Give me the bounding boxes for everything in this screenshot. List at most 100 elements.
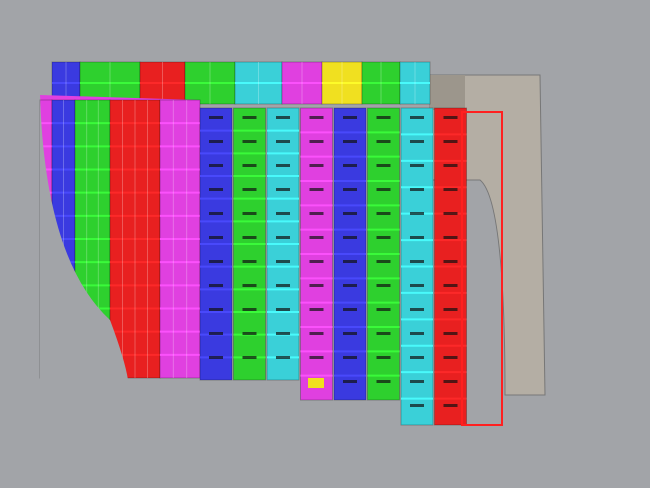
panel-label-mark bbox=[309, 212, 324, 215]
panel-label-mark bbox=[443, 140, 458, 143]
panel-label-mark bbox=[343, 380, 357, 383]
panel-label-mark bbox=[309, 332, 324, 335]
panel-label-mark bbox=[410, 212, 424, 215]
panel-label-mark bbox=[443, 212, 458, 215]
panel-label-mark bbox=[443, 332, 458, 335]
panel-label-mark bbox=[209, 356, 223, 359]
panel-label-mark bbox=[410, 356, 424, 359]
panel-label-mark bbox=[209, 164, 223, 167]
panel-label-mark bbox=[376, 116, 391, 119]
panel-label-mark bbox=[209, 236, 223, 239]
hull-cutaway bbox=[40, 95, 128, 380]
panel-label-mark bbox=[209, 212, 223, 215]
panel-label-mark bbox=[376, 380, 391, 383]
panel-label-mark bbox=[276, 356, 290, 359]
panel-label-mark bbox=[242, 188, 257, 191]
panel-label-mark bbox=[309, 260, 324, 263]
panel-label-mark bbox=[376, 332, 391, 335]
panel-label-mark bbox=[209, 308, 223, 311]
panel-label-mark bbox=[276, 332, 290, 335]
panel-label-mark bbox=[309, 164, 324, 167]
panel-label-mark bbox=[209, 116, 223, 119]
panel-label-mark bbox=[309, 236, 324, 239]
panel-label-mark bbox=[376, 164, 391, 167]
selected-outline bbox=[461, 111, 503, 426]
panel-label-mark bbox=[276, 116, 290, 119]
panel-label-mark bbox=[343, 140, 357, 143]
panel-label-mark bbox=[443, 404, 458, 407]
panel-label-mark bbox=[209, 140, 223, 143]
panel-label-mark bbox=[443, 284, 458, 287]
panel-label-mark bbox=[343, 236, 357, 239]
panel-label-mark bbox=[443, 260, 458, 263]
panel-label-mark bbox=[376, 356, 391, 359]
bottom-yellow-panel bbox=[308, 378, 324, 388]
panel-label-mark bbox=[309, 188, 324, 191]
panel-label-mark bbox=[376, 284, 391, 287]
panel-label-mark bbox=[410, 308, 424, 311]
panel-label-mark bbox=[309, 308, 324, 311]
panel-label-mark bbox=[209, 284, 223, 287]
panel-label-mark bbox=[309, 284, 324, 287]
panel-label-mark bbox=[242, 236, 257, 239]
panel-label-mark bbox=[309, 116, 324, 119]
panel-label-mark bbox=[376, 212, 391, 215]
panel-label-mark bbox=[276, 164, 290, 167]
panel-label-mark bbox=[443, 188, 458, 191]
panel-label-mark bbox=[209, 188, 223, 191]
panel-label-mark bbox=[276, 140, 290, 143]
panel-label-mark bbox=[242, 308, 257, 311]
panel-label-mark bbox=[309, 356, 324, 359]
panel-label-mark bbox=[443, 236, 458, 239]
panel-label-mark bbox=[410, 284, 424, 287]
panel-label-mark bbox=[443, 308, 458, 311]
panel-label-mark bbox=[343, 188, 357, 191]
panel-label-mark bbox=[343, 356, 357, 359]
panel-label-mark bbox=[410, 332, 424, 335]
panel-label-mark bbox=[376, 308, 391, 311]
panel-label-mark bbox=[276, 212, 290, 215]
panel-label-mark bbox=[242, 116, 257, 119]
panel-label-mark bbox=[410, 260, 424, 263]
panel-label-mark bbox=[410, 116, 424, 119]
panel-label-mark bbox=[242, 332, 257, 335]
panel-label-mark bbox=[276, 308, 290, 311]
panel-label-mark bbox=[410, 236, 424, 239]
panel-label-mark bbox=[410, 380, 424, 383]
panel-label-mark bbox=[376, 236, 391, 239]
panel-label-mark bbox=[242, 140, 257, 143]
panel-label-mark bbox=[343, 260, 357, 263]
panel-label-mark bbox=[209, 332, 223, 335]
panel-label-mark bbox=[343, 164, 357, 167]
panel-label-mark bbox=[343, 212, 357, 215]
panel-label-mark bbox=[410, 140, 424, 143]
panel-label-mark bbox=[343, 284, 357, 287]
panel-label-mark bbox=[376, 140, 391, 143]
panel-label-mark bbox=[443, 116, 458, 119]
panel-label-mark bbox=[410, 188, 424, 191]
panel-label-mark bbox=[343, 308, 357, 311]
panel-label-mark bbox=[410, 164, 424, 167]
panel-label-mark bbox=[242, 356, 257, 359]
panel-label-mark bbox=[276, 236, 290, 239]
panel-label-mark bbox=[242, 260, 257, 263]
panel-label-mark bbox=[276, 284, 290, 287]
panel-label-mark bbox=[376, 260, 391, 263]
panel-label-mark bbox=[242, 284, 257, 287]
panel-label-mark bbox=[443, 356, 458, 359]
panel-label-mark bbox=[443, 380, 458, 383]
panel-label-mark bbox=[343, 332, 357, 335]
panel-label-mark bbox=[242, 164, 257, 167]
panel-label-mark bbox=[309, 140, 324, 143]
panel-label-mark bbox=[343, 116, 357, 119]
panel-label-mark bbox=[443, 164, 458, 167]
panel-label-mark bbox=[410, 404, 424, 407]
panel-label-mark bbox=[276, 188, 290, 191]
grey-block-face bbox=[430, 75, 465, 110]
panel-label-mark bbox=[209, 260, 223, 263]
panel-label-mark bbox=[242, 212, 257, 215]
panel-label-mark bbox=[276, 260, 290, 263]
panel-label-mark bbox=[376, 188, 391, 191]
